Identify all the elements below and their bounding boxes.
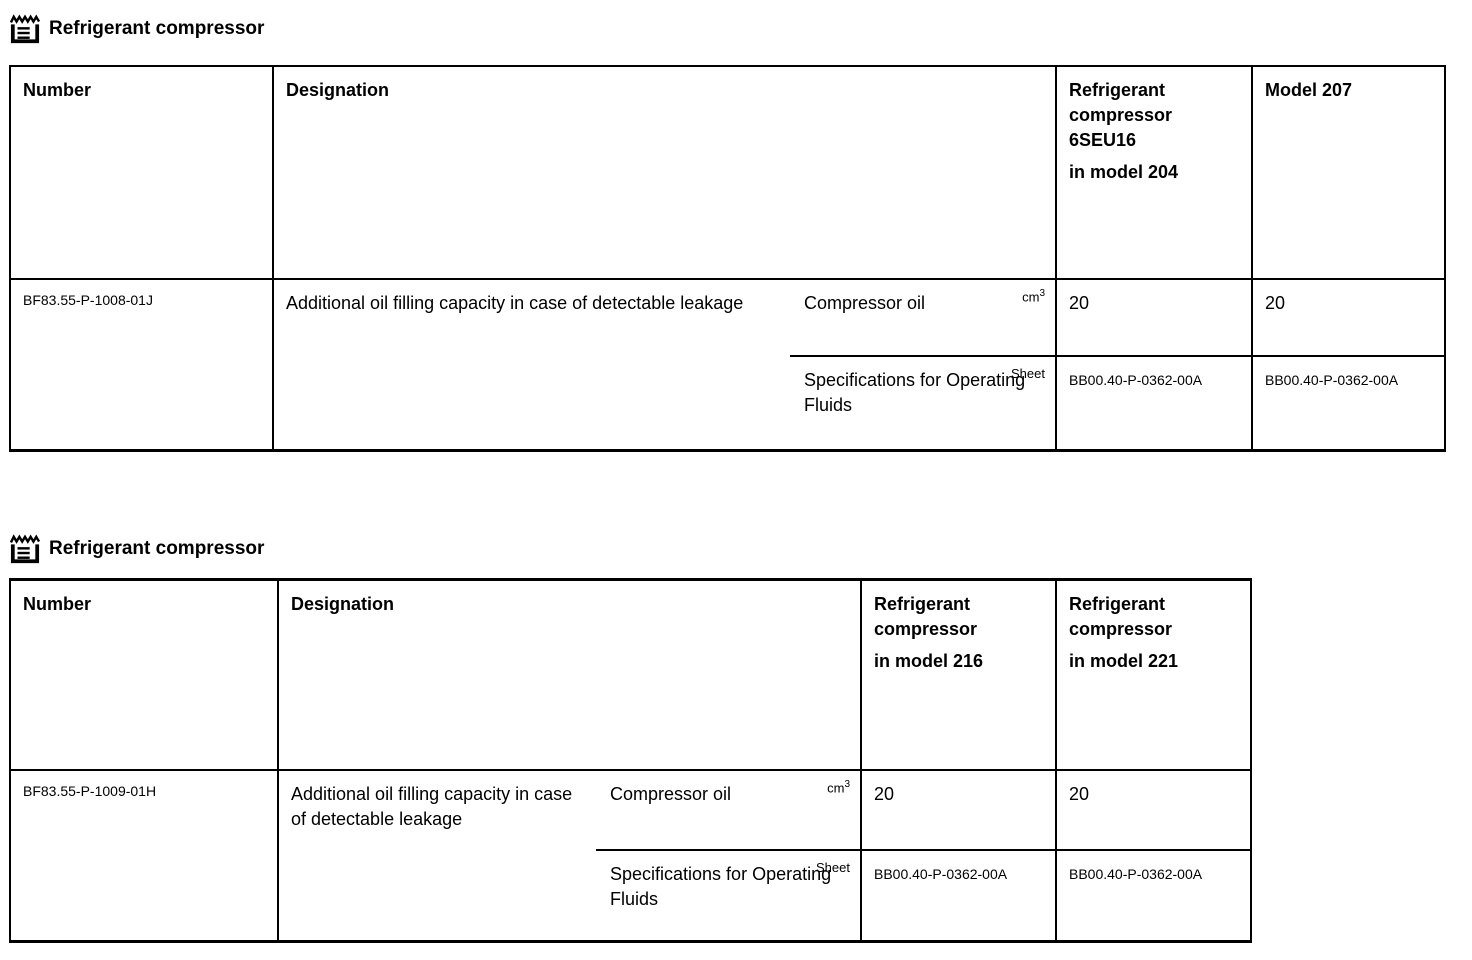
unit-sheet: Sheet <box>816 860 850 875</box>
column-header-number: Number <box>23 594 92 614</box>
section-title-1: Refrigerant compressor <box>10 14 264 44</box>
unit-cm3: cm3 <box>1022 288 1045 305</box>
column-header-line: in model 204 <box>1069 162 1179 182</box>
column-header-line: Refrigerant compressor <box>1069 594 1173 639</box>
value-sheet-model-221: BB00.40-P-0362-00A <box>1069 866 1203 882</box>
subrow-label-spec-fluids: Specifications for Operating Fluids Shee… <box>790 357 1055 429</box>
subrow-label-spec-fluids: Specifications for Operating Fluids Shee… <box>596 851 860 923</box>
subrow-divider <box>790 355 1444 357</box>
row-number: BF83.55-P-1009-01H <box>23 783 157 799</box>
fluid-container-icon <box>10 14 40 44</box>
column-divider <box>277 581 279 940</box>
subrow-label-compressor-oil: Compressor oil cm3 <box>790 280 1055 327</box>
column-header-line: in model 216 <box>874 651 984 671</box>
header-row-divider <box>11 278 1444 280</box>
header-row-divider <box>11 769 1250 771</box>
unit-sheet: Sheet <box>1011 366 1045 381</box>
subrow-label-text: Specifications for Operating Fluids <box>804 370 1026 415</box>
spec-table-2: Number Designation Refrigerant compresso… <box>9 578 1252 943</box>
subrow-label-compressor-oil: Compressor oil cm3 <box>596 771 860 818</box>
value-oil-model-207: 20 <box>1265 293 1286 313</box>
subrow-label-text: Compressor oil <box>804 293 926 313</box>
column-header-model-216: Refrigerant compressor in model 216 <box>862 581 1053 685</box>
value-oil-model-204: 20 <box>1069 293 1090 313</box>
value-sheet-model-216: BB00.40-P-0362-00A <box>874 866 1008 882</box>
row-number: BF83.55-P-1008-01J <box>23 292 153 308</box>
section-title-2: Refrigerant compressor <box>10 534 264 564</box>
subrow-label-text: Specifications for Operating Fluids <box>610 864 832 909</box>
row-designation: Additional oil filling capacity in case … <box>291 784 573 829</box>
unit-cm3: cm3 <box>827 779 850 796</box>
column-divider <box>1055 67 1057 449</box>
column-header-designation: Designation <box>286 80 390 100</box>
value-sheet-model-204: BB00.40-P-0362-00A <box>1069 372 1203 388</box>
column-divider <box>860 581 862 940</box>
column-divider <box>1251 67 1253 449</box>
value-oil-model-221: 20 <box>1069 784 1090 804</box>
column-divider <box>1055 581 1057 940</box>
column-header-model-207: Model 207 <box>1265 80 1353 100</box>
column-header-model-221: Refrigerant compressor in model 221 <box>1057 581 1250 685</box>
column-header-line: in model 221 <box>1069 651 1179 671</box>
spec-table-1: Number Designation Refrigerant compresso… <box>9 65 1446 452</box>
column-header-designation: Designation <box>291 594 395 614</box>
column-header-model-204: Refrigerant compressor 6SEU16 in model 2… <box>1057 67 1251 196</box>
value-sheet-model-207: BB00.40-P-0362-00A <box>1265 372 1399 388</box>
value-oil-model-216: 20 <box>874 784 895 804</box>
column-header-line: Refrigerant compressor <box>874 594 978 639</box>
section-title-text: Refrigerant compressor <box>49 538 265 559</box>
subrow-label-text: Compressor oil <box>610 784 732 804</box>
row-designation: Additional oil filling capacity in case … <box>286 293 744 313</box>
column-header-number: Number <box>23 80 92 100</box>
subrow-divider <box>596 849 1250 851</box>
column-divider <box>272 67 274 449</box>
section-title-text: Refrigerant compressor <box>49 18 265 39</box>
fluid-container-icon <box>10 534 40 564</box>
column-header-line: Refrigerant compressor 6SEU16 <box>1069 80 1173 150</box>
